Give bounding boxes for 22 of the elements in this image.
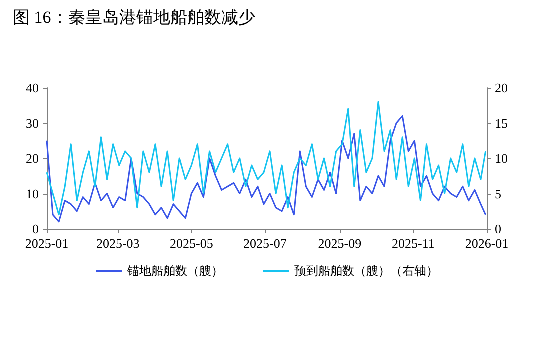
y2-tick-label: 20 bbox=[495, 80, 508, 96]
y2-tick-label: 10 bbox=[495, 151, 508, 166]
x-tick-label: 2025-11 bbox=[392, 236, 435, 251]
x-tick-label: 2025-03 bbox=[96, 236, 140, 251]
x-tick-label: 2025-05 bbox=[170, 236, 214, 251]
line-series bbox=[46, 115, 487, 223]
x-tick-label: 2025-07 bbox=[244, 236, 288, 251]
x-tick-label: 2026-01 bbox=[465, 236, 509, 251]
x-tick-label: 2025-09 bbox=[318, 236, 362, 251]
y2-tick-label: 5 bbox=[495, 186, 502, 202]
y2-tick-label: 15 bbox=[495, 116, 508, 131]
y2-tick-label: 0 bbox=[495, 222, 502, 236]
y-tick-label: 10 bbox=[26, 186, 39, 202]
legend-label: 预到船舶数（艘）（右轴） bbox=[294, 264, 438, 278]
y-tick-label: 0 bbox=[32, 222, 39, 236]
y-tick-label: 40 bbox=[26, 80, 39, 96]
chart-title: 图 16：秦皇岛港锚地船舶数减少 bbox=[13, 8, 256, 27]
x-tick-label: 2025-01 bbox=[25, 236, 69, 251]
line-series bbox=[46, 101, 487, 216]
y-tick-label: 20 bbox=[26, 151, 39, 166]
y-tick-label: 30 bbox=[26, 116, 39, 131]
legend-label: 锚地船舶数（艘） bbox=[126, 264, 224, 278]
